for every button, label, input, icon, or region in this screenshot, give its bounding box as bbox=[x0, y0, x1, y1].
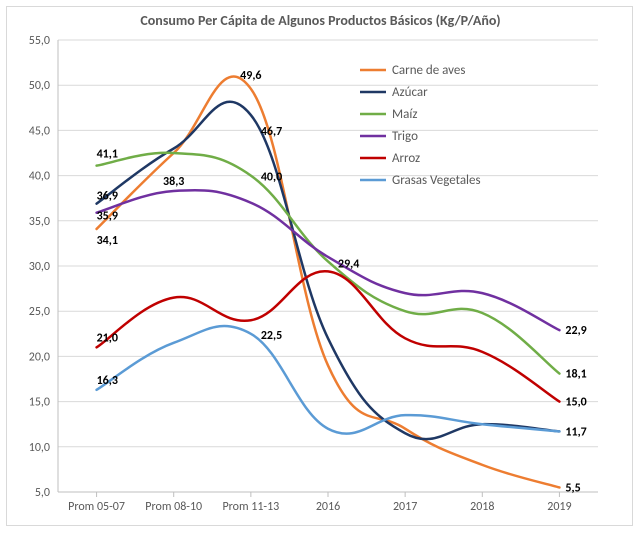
svg-text:21,0: 21,0 bbox=[97, 331, 118, 345]
svg-text:41,1: 41,1 bbox=[97, 148, 118, 162]
svg-text:2016: 2016 bbox=[316, 500, 340, 514]
svg-text:18,1: 18,1 bbox=[565, 368, 586, 382]
svg-text:22,9: 22,9 bbox=[565, 324, 586, 338]
svg-text:15,0: 15,0 bbox=[565, 396, 586, 410]
svg-text:2017: 2017 bbox=[393, 500, 417, 514]
svg-text:36,9: 36,9 bbox=[97, 190, 118, 204]
svg-text:11,7: 11,7 bbox=[565, 425, 586, 439]
svg-text:25,0: 25,0 bbox=[29, 305, 50, 319]
svg-text:Prom 05-07: Prom 05-07 bbox=[68, 500, 125, 514]
svg-text:35,0: 35,0 bbox=[29, 215, 50, 229]
svg-text:38,3: 38,3 bbox=[163, 175, 184, 189]
svg-text:Carne de aves: Carne de aves bbox=[392, 63, 465, 78]
svg-text:40,0: 40,0 bbox=[29, 170, 50, 184]
svg-text:20,0: 20,0 bbox=[29, 350, 50, 364]
svg-text:49,6: 49,6 bbox=[240, 69, 261, 83]
svg-text:Prom 11-13: Prom 11-13 bbox=[222, 500, 279, 514]
svg-text:46,7: 46,7 bbox=[261, 125, 282, 139]
svg-text:30,0: 30,0 bbox=[29, 260, 50, 274]
svg-text:Maíz: Maíz bbox=[392, 107, 417, 122]
svg-text:Azúcar: Azúcar bbox=[392, 85, 428, 100]
svg-text:10,0: 10,0 bbox=[29, 441, 50, 455]
svg-text:29,4: 29,4 bbox=[338, 257, 359, 271]
svg-text:2019: 2019 bbox=[547, 500, 571, 514]
svg-text:16,3: 16,3 bbox=[97, 374, 118, 388]
svg-text:35,9: 35,9 bbox=[97, 210, 118, 224]
svg-text:5,0: 5,0 bbox=[35, 486, 50, 500]
svg-text:15,0: 15,0 bbox=[29, 396, 50, 410]
svg-text:40,0: 40,0 bbox=[261, 171, 282, 185]
svg-text:Prom 08-10: Prom 08-10 bbox=[145, 500, 202, 514]
svg-text:34,1: 34,1 bbox=[97, 234, 118, 248]
svg-text:5,5: 5,5 bbox=[565, 481, 580, 495]
svg-text:22,5: 22,5 bbox=[261, 329, 282, 343]
svg-text:55,0: 55,0 bbox=[29, 34, 50, 48]
svg-text:45,0: 45,0 bbox=[29, 124, 50, 138]
chart-svg: 5,0 10,0 15,0 20,0 25,0 30,0 35,0 40,0 45,0 50,0 5… bbox=[0, 0, 641, 534]
svg-text:Trigo: Trigo bbox=[392, 129, 418, 144]
svg-text:2018: 2018 bbox=[470, 500, 494, 514]
chart-container: Consumo Per Cápita de Algunos Productos … bbox=[0, 0, 641, 534]
svg-text:Arroz: Arroz bbox=[392, 151, 420, 166]
svg-text:50,0: 50,0 bbox=[29, 79, 50, 93]
svg-text:Grasas Vegetales: Grasas Vegetales bbox=[392, 173, 481, 188]
